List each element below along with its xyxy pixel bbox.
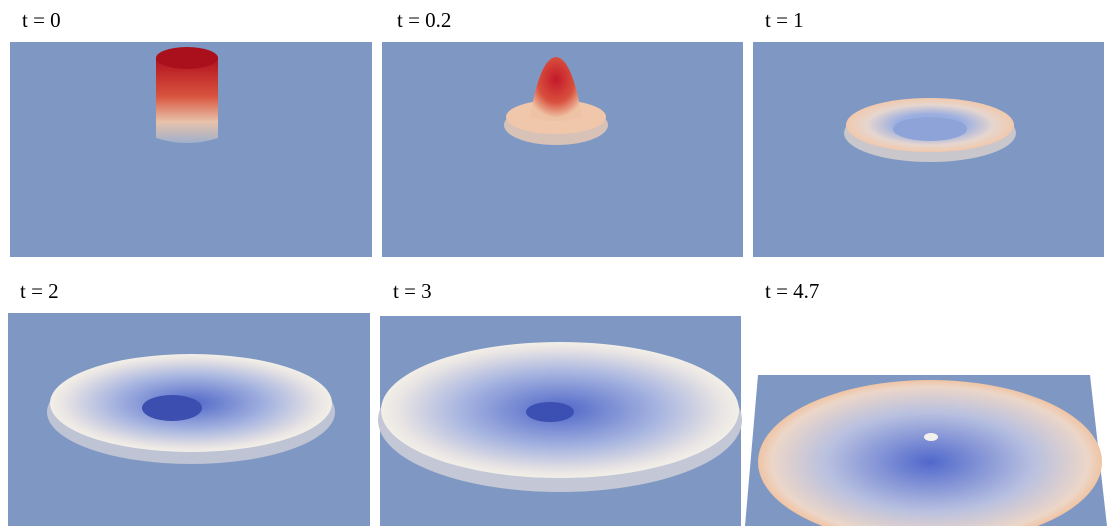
panel-label: t = 0.2	[397, 8, 451, 32]
panel-label: t = 1	[765, 8, 804, 32]
panel-label: t = 0	[22, 8, 61, 32]
figure: t = 0 t = 0.2 t = 1 t = 2 t = 3 t = 4.7	[0, 0, 1107, 526]
panel	[8, 313, 370, 526]
panel-label: t = 3	[393, 279, 432, 303]
panel	[382, 42, 743, 257]
panel-label: t = 2	[20, 279, 59, 303]
panel	[753, 42, 1104, 257]
panel	[10, 42, 372, 257]
panel	[378, 316, 742, 526]
panel-label: t = 4.7	[765, 279, 819, 303]
panel	[745, 375, 1107, 526]
